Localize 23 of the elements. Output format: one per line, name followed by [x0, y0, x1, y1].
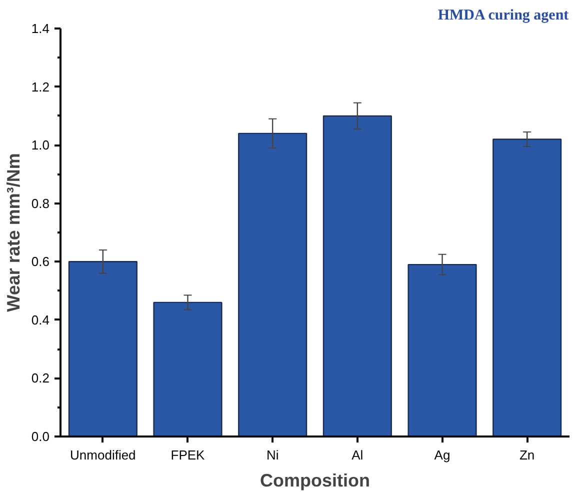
- bar: [68, 261, 138, 436]
- bar: [408, 264, 477, 436]
- y-tick-label: 1.4: [31, 21, 50, 36]
- y-tick-label: 1.0: [31, 138, 50, 153]
- bar: [238, 132, 308, 436]
- x-tick-label: FPEK: [170, 448, 206, 462]
- y-tick-label: 0.4: [31, 312, 50, 328]
- x-tick-label: Unmodified: [70, 448, 136, 462]
- bar: [153, 302, 222, 436]
- x-axis-title: Composition: [260, 470, 370, 490]
- x-tick-label: Ni: [266, 448, 279, 462]
- y-axis-title: Wear rate mm³/Nm: [3, 153, 24, 312]
- x-tick-label: Zn: [520, 448, 535, 462]
- bar: [492, 138, 562, 436]
- bar: [322, 115, 392, 436]
- text: HMDA curing agent: [438, 8, 569, 24]
- y-tick-label: 0.2: [31, 370, 50, 386]
- x-tick-label: Ag: [434, 448, 450, 462]
- x-tick-label: Al: [352, 448, 364, 462]
- y-tick-label: 1.2: [31, 79, 50, 94]
- y-tick-label: 0.8: [31, 196, 50, 211]
- y-tick-label: 0.6: [31, 254, 50, 270]
- y-tick-label: 0.0: [31, 429, 50, 444]
